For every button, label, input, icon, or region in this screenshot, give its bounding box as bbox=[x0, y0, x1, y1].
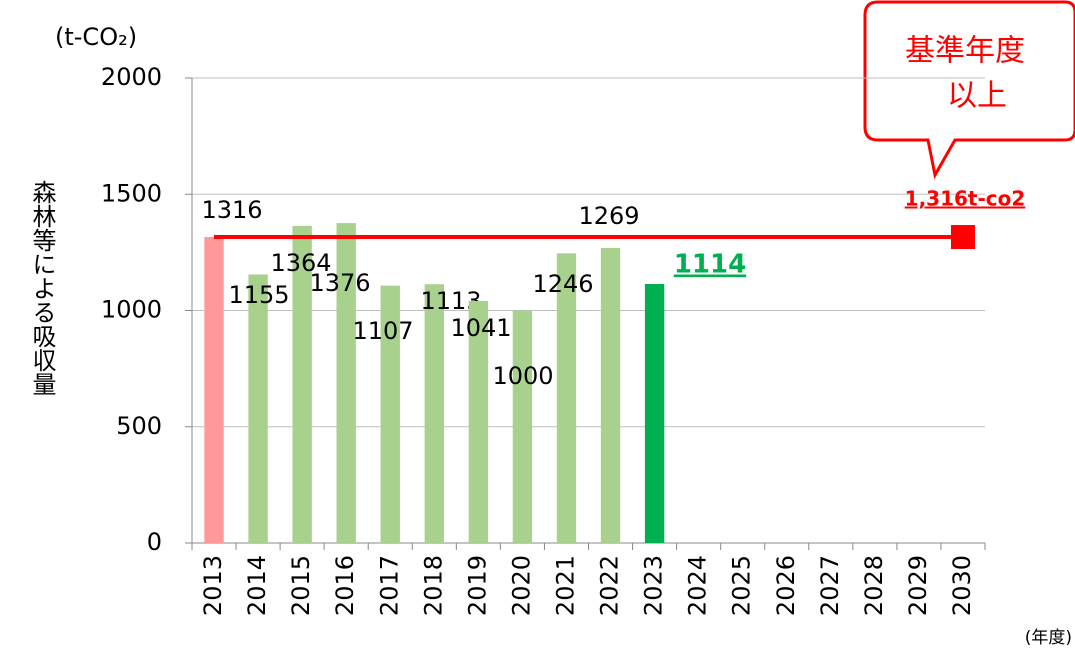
y-unit: (t-CO₂) bbox=[55, 23, 137, 51]
x-tick-label: 2013 bbox=[199, 555, 227, 616]
x-tick-label: 2024 bbox=[684, 555, 712, 616]
x-tick-label: 2019 bbox=[463, 555, 491, 616]
bar bbox=[424, 284, 444, 543]
bar bbox=[336, 223, 356, 543]
data-label: 1000 bbox=[492, 362, 553, 390]
x-tick-label: 2030 bbox=[948, 555, 976, 616]
data-label: 1041 bbox=[450, 314, 511, 342]
x-tick-label: 2029 bbox=[904, 555, 932, 616]
x-tick-label: 2020 bbox=[507, 555, 535, 616]
x-tick-label: 2018 bbox=[419, 555, 447, 616]
bar bbox=[556, 253, 577, 543]
y-tick-label: 500 bbox=[116, 412, 162, 440]
bar bbox=[468, 300, 489, 543]
x-tick-label: 2021 bbox=[551, 555, 579, 616]
x-tick-label: 2016 bbox=[331, 555, 359, 616]
x-tick-label: 2026 bbox=[772, 555, 800, 616]
bar bbox=[248, 274, 268, 543]
bar bbox=[204, 237, 224, 543]
target-label: 1,316t-co2 bbox=[905, 187, 1026, 211]
data-label: 1155 bbox=[228, 281, 289, 309]
target-marker bbox=[950, 225, 975, 250]
x-tick-label: 2017 bbox=[375, 555, 403, 616]
bar bbox=[600, 247, 621, 543]
x-tick-label: 2014 bbox=[243, 555, 271, 616]
y-axis-label: 森林等による吸収量 bbox=[28, 180, 56, 396]
x-tick-label: 2028 bbox=[860, 555, 888, 616]
bar bbox=[380, 285, 400, 543]
data-label: 1114 bbox=[674, 250, 746, 280]
data-label: 1376 bbox=[309, 269, 370, 297]
y-tick-label: 1500 bbox=[101, 179, 162, 207]
x-tick-label: 2015 bbox=[287, 555, 315, 616]
x-tick-label: 2022 bbox=[596, 555, 624, 616]
data-label: 1246 bbox=[532, 270, 593, 298]
callout-line: 以上 bbox=[947, 79, 1007, 114]
bar bbox=[292, 225, 312, 543]
data-label: 1316 bbox=[201, 196, 262, 224]
data-label: 1107 bbox=[352, 317, 413, 345]
y-tick-label: 0 bbox=[147, 528, 162, 556]
y-tick-label: 2000 bbox=[101, 63, 162, 91]
x-tick-label: 2025 bbox=[728, 555, 756, 616]
data-label: 1269 bbox=[578, 202, 639, 230]
x-tick-label: 2023 bbox=[640, 555, 668, 616]
y-tick-label: 1000 bbox=[101, 296, 162, 324]
bar bbox=[644, 283, 665, 543]
callout-line: 基準年度 bbox=[905, 34, 1025, 69]
data-label: 1364 bbox=[270, 249, 331, 277]
callout-box bbox=[863, 0, 1075, 180]
x-tick-label: 2027 bbox=[816, 555, 844, 616]
bar bbox=[512, 310, 533, 543]
x-unit: (年度) bbox=[1025, 628, 1072, 648]
